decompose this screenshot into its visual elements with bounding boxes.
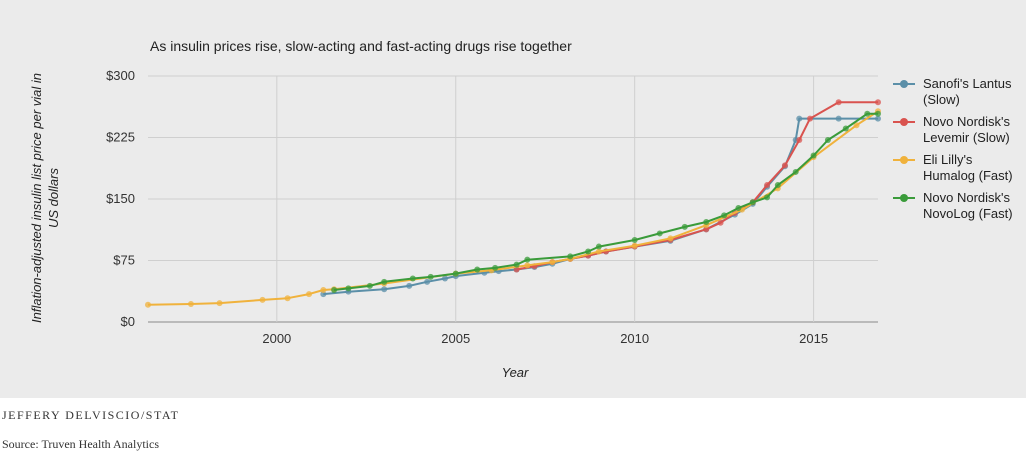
data-point-novolog-6: [452, 270, 459, 277]
data-point-novolog-4: [409, 275, 416, 282]
data-point-novolog-5: [427, 273, 434, 280]
chart-title: As insulin prices rise, slow-acting and …: [150, 38, 572, 54]
data-point-novolog-0: [331, 287, 338, 294]
legend-item-levemir[interactable]: Novo Nordisk's Levemir (Slow): [893, 114, 1023, 146]
legend-swatch-novolog: [893, 194, 915, 202]
series-levemir: [513, 99, 881, 273]
y-tick-label-0: $0: [121, 314, 135, 329]
legend-swatch-humalog: [893, 156, 915, 164]
series-novolog: [331, 110, 881, 294]
legend-item-novolog[interactable]: Novo Nordisk's NovoLog (Fast): [893, 190, 1023, 222]
data-point-lantus-2: [381, 286, 388, 293]
data-point-novolog-21: [764, 194, 771, 201]
y-tick-label-4: $300: [106, 68, 135, 83]
data-point-novolog-16: [681, 223, 688, 230]
data-point-humalog-16: [667, 235, 674, 242]
data-point-lantus-5: [442, 275, 449, 282]
data-point-humalog-0: [145, 301, 151, 308]
data-point-humalog-1: [187, 300, 194, 307]
data-point-humalog-14: [595, 248, 602, 255]
data-point-levemir-15: [807, 115, 814, 122]
data-point-novolog-19: [735, 205, 742, 212]
data-point-lantus-24: [835, 115, 842, 122]
y-tick-label-2: $150: [106, 191, 135, 206]
source-note: Source: Truven Health Analytics: [2, 437, 159, 451]
y-tick-label-1: $75: [113, 253, 135, 268]
data-point-lantus-4: [424, 278, 431, 285]
data-point-novolog-28: [875, 110, 881, 117]
x-tick-label-3: 2015: [799, 331, 828, 346]
line-chart: $0 $75 $150 $225 $300 2000 2005 2010 2015: [106, 68, 881, 346]
legend: Sanofi's Lantus (Slow) Novo Nordisk's Le…: [893, 76, 1023, 228]
data-point-novolog-13: [595, 243, 602, 250]
data-point-humalog-12: [549, 259, 556, 266]
data-point-novolog-9: [513, 261, 520, 268]
data-point-levemir-14: [796, 136, 803, 143]
data-point-novolog-23: [792, 168, 799, 175]
y-axis-ticks: $0 $75 $150 $225 $300: [106, 68, 135, 329]
data-point-levemir-16: [835, 99, 842, 106]
data-point-novolog-20: [749, 199, 756, 206]
data-point-levemir-9: [717, 219, 724, 226]
data-point-novolog-8: [492, 264, 499, 271]
data-point-novolog-27: [864, 110, 871, 117]
data-point-novolog-7: [474, 266, 481, 273]
data-point-novolog-24: [810, 152, 817, 159]
x-tick-label-0: 2000: [262, 331, 291, 346]
series-humalog: [145, 108, 881, 308]
data-point-novolog-26: [842, 125, 849, 132]
x-axis-label: Year: [501, 365, 529, 380]
data-point-novolog-17: [703, 218, 710, 225]
data-point-lantus-0: [320, 291, 327, 298]
series-layer: [145, 99, 881, 308]
data-point-lantus-3: [406, 282, 413, 289]
legend-label-humalog: Eli Lilly's Humalog (Fast): [923, 152, 1013, 183]
data-point-novolog-15: [656, 230, 663, 237]
data-point-novolog-10: [524, 256, 531, 263]
x-tick-label-1: 2005: [441, 331, 470, 346]
y-tick-label-3: $225: [106, 130, 135, 145]
data-point-humalog-6: [320, 287, 327, 294]
data-point-humalog-4: [284, 295, 291, 302]
legend-label-levemir: Novo Nordisk's Levemir (Slow): [923, 114, 1011, 145]
data-point-humalog-2: [216, 300, 223, 307]
data-point-novolog-12: [585, 248, 592, 255]
data-point-humalog-3: [259, 296, 266, 303]
data-point-humalog-11: [524, 262, 531, 269]
data-point-novolog-2: [366, 282, 373, 289]
data-point-novolog-14: [631, 237, 638, 243]
legend-label-lantus: Sanofi's Lantus (Slow): [923, 76, 1012, 107]
x-tick-label-2: 2010: [620, 331, 649, 346]
data-point-humalog-15: [631, 242, 638, 249]
data-point-humalog-21: [853, 122, 860, 129]
data-point-novolog-11: [567, 253, 574, 260]
data-point-humalog-5: [306, 291, 313, 298]
y-axis-label: Inflation-adjusted insulin list price pe…: [29, 72, 61, 323]
legend-label-novolog: Novo Nordisk's NovoLog (Fast): [923, 190, 1013, 221]
data-point-levemir-17: [875, 99, 881, 106]
data-point-novolog-18: [721, 212, 728, 219]
photo-credit: JEFFERY DELVISCIO/STAT: [2, 408, 180, 422]
legend-item-lantus[interactable]: Sanofi's Lantus (Slow): [893, 76, 1023, 108]
series-line-humalog: [147, 110, 879, 306]
data-point-novolog-3: [381, 278, 388, 285]
legend-swatch-levemir: [893, 118, 915, 126]
data-point-novolog-1: [345, 285, 352, 292]
data-point-levemir-12: [764, 182, 771, 189]
x-axis-ticks: 2000 2005 2010 2015: [262, 331, 828, 346]
data-point-novolog-22: [774, 182, 781, 189]
data-point-novolog-25: [824, 136, 831, 143]
series-line-levemir: [516, 101, 878, 271]
legend-item-humalog[interactable]: Eli Lilly's Humalog (Fast): [893, 152, 1023, 184]
data-point-lantus-25: [875, 115, 881, 122]
series-line-lantus: [323, 117, 878, 296]
data-point-lantus-23: [796, 115, 803, 122]
data-point-levemir-8: [703, 226, 710, 233]
legend-swatch-lantus: [893, 80, 915, 88]
data-point-levemir-13: [781, 162, 788, 169]
